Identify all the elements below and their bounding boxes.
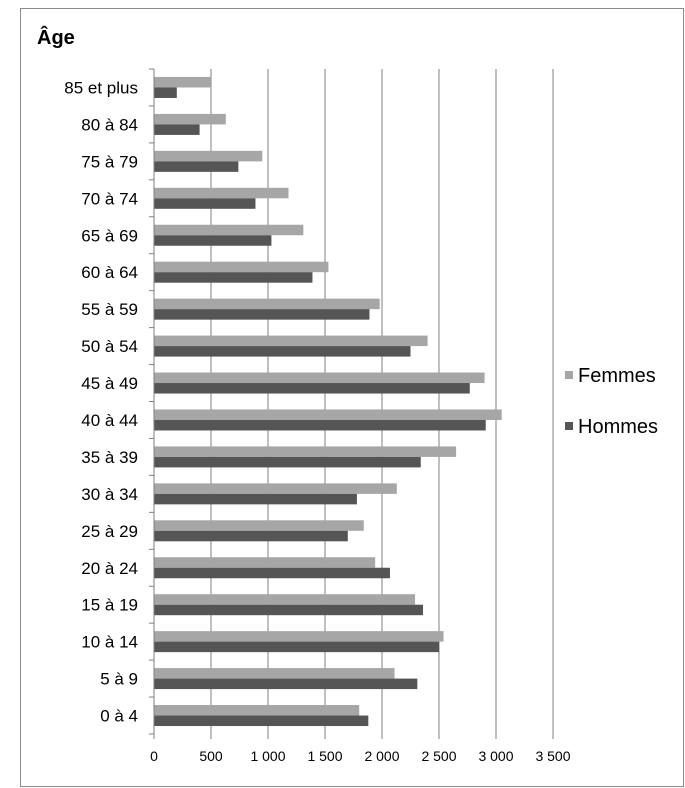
category-label: 65 à 69	[81, 226, 138, 245]
category-label: 50 à 54	[81, 337, 138, 356]
bar-femmes	[154, 520, 364, 531]
category-label: 5 à 9	[100, 670, 138, 689]
category-label: 70 à 74	[81, 189, 138, 208]
chart-title: Âge	[37, 27, 75, 49]
bar-hommes	[154, 198, 256, 209]
bar-hommes	[154, 641, 439, 653]
bar-femmes	[154, 483, 397, 494]
bar-femmes	[154, 224, 304, 236]
category-label: 15 à 19	[81, 596, 138, 615]
bar-hommes	[154, 87, 177, 98]
bar-femmes	[154, 409, 502, 420]
category-label: 80 à 84	[81, 115, 138, 134]
gridlines	[210, 69, 554, 734]
bar-femmes	[154, 261, 329, 273]
chart-frame	[20, 8, 684, 787]
bar-femmes	[154, 668, 395, 679]
bar-femmes	[154, 557, 376, 568]
bar-hommes	[154, 235, 272, 246]
bar-hommes	[154, 346, 411, 357]
x-tick-label: 1 000	[250, 748, 285, 764]
category-label: 0 à 4	[100, 707, 138, 726]
bar-femmes	[154, 187, 289, 199]
x-tick-label: 2 500	[421, 748, 456, 764]
bar-femmes	[154, 446, 457, 457]
bar-hommes	[154, 567, 390, 579]
bar-femmes	[154, 631, 444, 642]
bar-hommes	[154, 309, 370, 320]
bar-hommes	[154, 419, 486, 431]
legend-label-femmes: Femmes	[578, 365, 656, 387]
category-label: 30 à 34	[81, 485, 138, 504]
category-label: 60 à 64	[81, 263, 138, 282]
bar-femmes	[154, 372, 485, 384]
legend-swatch-hommes	[565, 422, 573, 430]
x-tick-label: 1 500	[307, 748, 342, 764]
bar-femmes	[154, 594, 416, 605]
x-tick-label: 0	[150, 748, 158, 764]
bar-hommes	[154, 161, 239, 172]
bar-hommes	[154, 272, 313, 283]
legend-label-hommes: Hommes	[578, 416, 658, 438]
bar-femmes	[154, 76, 211, 88]
x-tick-label: 500	[199, 748, 223, 764]
bar-hommes	[154, 456, 421, 468]
bar-femmes	[154, 150, 263, 162]
category-label: 35 à 39	[81, 448, 138, 467]
bar-hommes	[154, 530, 348, 542]
bar-femmes	[154, 298, 380, 310]
legend-swatch-femmes	[565, 371, 573, 379]
bar-femmes	[154, 113, 226, 125]
category-label: 55 à 59	[81, 300, 138, 319]
bar-hommes	[154, 124, 200, 135]
bar-hommes	[154, 678, 418, 690]
bar-femmes	[154, 335, 428, 347]
category-label: 45 à 49	[81, 374, 138, 393]
category-label: 20 à 24	[81, 559, 138, 578]
bar-hommes	[154, 493, 357, 505]
x-tick-label: 3 000	[478, 748, 513, 764]
category-label: 25 à 29	[81, 522, 138, 541]
category-label: 75 à 79	[81, 152, 138, 171]
bars	[154, 76, 502, 727]
axes: 0 500 1 000 1 500 2 000 2 500 3 000 3 500 0 à 4 5…	[64, 68, 571, 764]
category-label: 40 à 44	[81, 411, 138, 430]
bar-hommes	[154, 604, 424, 616]
x-tick-label: 3 500	[535, 748, 570, 764]
x-tick-label: 2 000	[364, 748, 399, 764]
bar-hommes	[154, 383, 470, 394]
bar-femmes	[154, 705, 360, 716]
category-label: 10 à 14	[81, 633, 138, 652]
legend: Femmes Hommes	[565, 365, 658, 438]
bar-hommes	[154, 715, 369, 727]
category-label: 85 et plus	[64, 78, 138, 97]
